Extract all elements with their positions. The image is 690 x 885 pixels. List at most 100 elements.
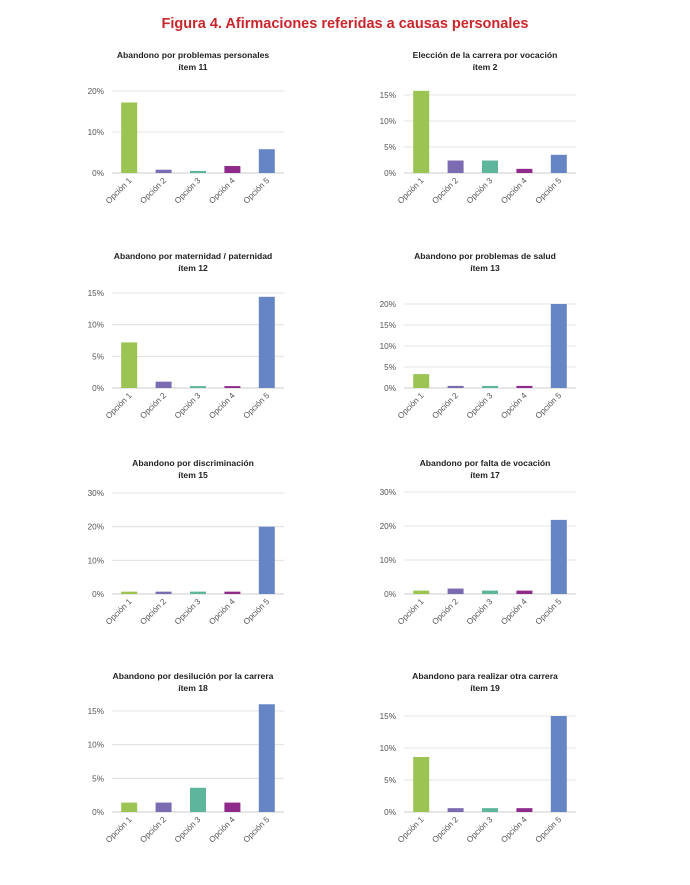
y-tick-label: 30% — [380, 488, 396, 497]
y-tick-label: 10% — [88, 741, 104, 750]
x-tick-label: Opción 3 — [173, 815, 203, 845]
y-tick-label: 10% — [380, 556, 396, 565]
chart-subtitle: ítem 18 — [178, 682, 208, 693]
bar-opcion-5 — [550, 519, 567, 594]
bar-opcion-2 — [447, 160, 464, 173]
chart-title: Abandono por falta de vocación — [419, 458, 551, 468]
x-tick-label: Opción 4 — [499, 815, 529, 845]
y-tick-label: 0% — [384, 808, 396, 817]
y-tick-label: 0% — [384, 384, 396, 393]
chart-title: Abandono por problemas personales — [116, 50, 270, 60]
x-tick-label: Opción 3 — [465, 391, 495, 421]
x-tick-label: Opción 1 — [104, 391, 134, 421]
x-tick-label: Opción 2 — [138, 391, 168, 421]
x-tick-label: Opción 1 — [104, 597, 134, 627]
bar-opcion-5 — [550, 304, 567, 388]
x-tick-label: Opción 2 — [430, 815, 460, 845]
bar-opcion-4 — [224, 802, 241, 812]
x-tick-label: Opción 3 — [465, 815, 495, 845]
x-tick-label: Opción 3 — [465, 597, 495, 627]
x-tick-label: Opción 4 — [499, 176, 529, 206]
bar-opcion-1 — [121, 591, 138, 594]
bar-chart: 0%10%20%30%Opción 1 Opción 2 Opción 3 Opció… — [88, 489, 284, 627]
bar-opcion-5 — [550, 154, 567, 173]
chart-title-block: Elección de la carrera por vocación ítem … — [380, 50, 590, 73]
y-tick-label: 0% — [92, 384, 104, 393]
bar-opcion-4 — [516, 385, 533, 388]
x-tick-label: Opción 3 — [173, 176, 203, 206]
y-tick-label: 10% — [380, 342, 396, 351]
x-tick-label: Opción 5 — [242, 176, 272, 206]
x-tick-label: Opción 1 — [396, 176, 426, 206]
chart-subtitle: ítem 2 — [472, 61, 498, 72]
bar-opcion-4 — [516, 808, 533, 812]
x-tick-label: Opción 2 — [430, 176, 460, 206]
x-tick-label: Opción 2 — [430, 391, 460, 421]
bar-opcion-3 — [482, 808, 498, 812]
x-tick-label: Opción 1 — [396, 597, 426, 627]
y-tick-label: 0% — [92, 590, 104, 599]
chart-panel: Abandono por discriminación ítem 15 0% 10% 2… — [88, 458, 298, 658]
bar-opcion-3 — [190, 787, 206, 812]
chart-title-block: Abandono por problemas de salud ítem 13 — [380, 251, 590, 274]
x-tick-label: Opción 3 — [173, 597, 203, 627]
y-tick-label: 10% — [88, 556, 104, 565]
chart-subtitle: ítem 17 — [470, 469, 500, 480]
x-tick-label: Opción 4 — [499, 391, 529, 421]
chart-title-block: Abandono por desilución por la carrera ít… — [88, 671, 298, 694]
bar-opcion-3 — [482, 160, 498, 173]
y-tick-label: 20% — [380, 522, 396, 531]
y-tick-label: 0% — [384, 169, 396, 178]
x-tick-label: Opción 4 — [207, 176, 237, 206]
bar-chart: 0%5%10%15%Opción 1 Opción 2 Opción 3 Opción… — [88, 704, 284, 845]
bar-opcion-2 — [155, 802, 172, 812]
bar-opcion-5 — [550, 716, 567, 812]
y-tick-label: 10% — [380, 744, 396, 753]
y-tick-label: 20% — [88, 523, 104, 532]
y-tick-label: 15% — [88, 707, 104, 716]
chart-panel: Abandono por problemas de salud ítem 13 0%… — [380, 251, 590, 451]
bar-opcion-3 — [190, 591, 206, 594]
chart-panel: Abandono por problemas personales ítem 11… — [88, 50, 298, 250]
bar-opcion-1 — [413, 90, 430, 173]
y-tick-label: 10% — [88, 128, 104, 137]
bar-opcion-3 — [190, 386, 206, 388]
chart-title: Abandono por desilución por la carrera — [112, 671, 274, 681]
y-tick-label: 5% — [92, 774, 104, 783]
chart-title: Abandono por discriminación — [132, 458, 254, 468]
chart-title: Abandono para realizar otra carrera — [412, 671, 558, 681]
y-tick-label: 5% — [92, 352, 104, 361]
chart-subtitle: ítem 13 — [470, 262, 500, 273]
chart-subtitle: ítem 11 — [178, 61, 208, 72]
x-tick-label: Opción 1 — [104, 176, 134, 206]
bar-opcion-3 — [190, 170, 206, 173]
bar-opcion-2 — [447, 588, 464, 594]
x-tick-label: Opción 5 — [534, 176, 564, 206]
bar-opcion-2 — [155, 591, 172, 594]
bar-opcion-2 — [447, 808, 464, 812]
bar-opcion-4 — [224, 166, 241, 173]
bar-opcion-2 — [447, 385, 464, 388]
bar-chart: 0% 10% 20% 30% Opción 1 Opción 2 Opción 3 Opció… — [380, 488, 576, 627]
bar-opcion-4 — [516, 168, 533, 173]
chart-title: Abandono por maternidad / paternidad — [113, 251, 273, 261]
x-tick-label: Opción 5 — [242, 597, 272, 627]
bar-chart: 0%5%10%15%Opción 1 Opción 2 Opción 3 Opción… — [88, 289, 284, 421]
y-tick-label: 15% — [380, 712, 396, 721]
y-tick-label: 0% — [384, 590, 396, 599]
chart-title-block: Abandono para realizar otra carrera ítem … — [380, 671, 590, 694]
x-tick-label: Opción 4 — [207, 815, 237, 845]
x-tick-label: Opción 2 — [138, 815, 168, 845]
x-tick-label: Opción 5 — [534, 597, 564, 627]
chart-panel: Abandono por desilución por la carrera ít… — [88, 671, 298, 871]
bar-opcion-1 — [121, 802, 138, 812]
x-tick-label: Opción 2 — [430, 597, 460, 627]
bar-opcion-3 — [482, 590, 498, 594]
figure-title: Figura 4. Afirmaciones referidas a causa… — [161, 16, 529, 32]
x-tick-label: Opción 2 — [138, 176, 168, 206]
y-tick-label: 20% — [380, 300, 396, 309]
bar-opcion-1 — [413, 756, 430, 812]
bar-opcion-1 — [413, 590, 430, 594]
bar-chart: 0%5%10%15%20%Opción 1 Opción 2 Opción 3 Opc… — [380, 300, 576, 421]
x-tick-label: Opción 4 — [207, 597, 237, 627]
